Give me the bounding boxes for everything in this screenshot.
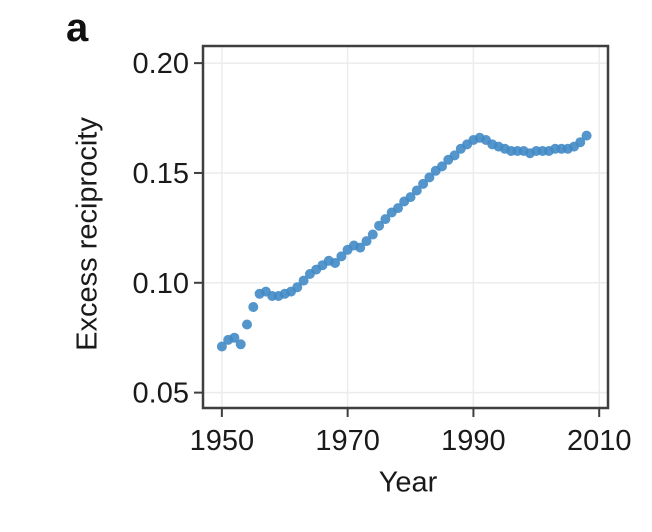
data-point xyxy=(298,275,309,286)
data-point xyxy=(405,192,416,203)
data-point xyxy=(248,302,259,312)
data-point xyxy=(575,137,586,148)
data-point xyxy=(216,341,227,352)
x-tick-label: 2010 xyxy=(567,425,632,457)
data-point xyxy=(380,214,391,225)
data-point xyxy=(411,185,422,196)
data-point xyxy=(242,319,252,330)
data-point xyxy=(292,282,303,293)
y-tick-label: 0.05 xyxy=(133,378,189,410)
data-point xyxy=(361,236,372,247)
x-axis-label: Year xyxy=(378,466,438,499)
data-point xyxy=(367,229,378,240)
x-tick-label: 1950 xyxy=(190,425,255,457)
panel-label: a xyxy=(66,6,89,50)
data-point xyxy=(235,339,246,350)
data-point xyxy=(330,258,341,268)
data-point xyxy=(437,161,447,172)
data-point xyxy=(355,242,366,253)
x-tick-label: 1970 xyxy=(315,425,380,457)
data-point xyxy=(424,172,435,183)
data-point xyxy=(418,178,429,189)
data-point xyxy=(374,220,385,231)
data-point xyxy=(229,332,240,343)
data-point xyxy=(336,251,347,262)
data-point xyxy=(581,130,592,141)
data-point xyxy=(393,203,403,214)
data-point xyxy=(449,150,460,161)
y-tick-label: 0.15 xyxy=(133,158,189,190)
plot-frame xyxy=(201,44,610,410)
y-tick-label: 0.10 xyxy=(133,268,189,300)
y-tick-label: 0.20 xyxy=(133,48,189,80)
x-tick-label: 1990 xyxy=(441,425,506,457)
